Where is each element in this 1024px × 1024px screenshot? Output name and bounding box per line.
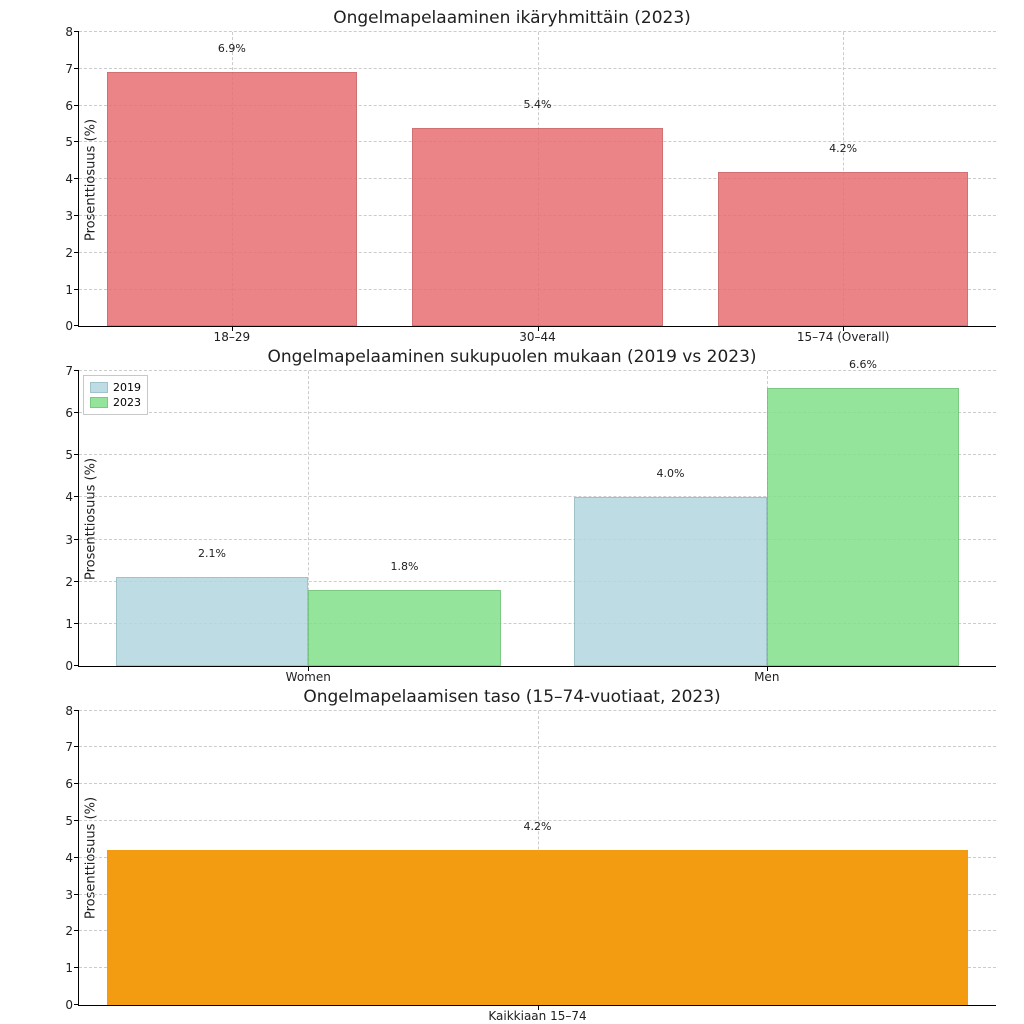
bar-value-label: 4.2% [524,820,552,835]
bar-value-label: 5.4% [524,98,552,113]
panel2-plot: Prosenttiosuus (%) 20192023 01234567Wome… [78,371,996,666]
y-tick-label: 4 [65,490,79,504]
bar-value-label: 6.9% [218,42,246,57]
bar [308,590,501,666]
bar [718,172,969,327]
bar [107,850,969,1005]
legend-item: 2019 [90,380,141,395]
panel3-axes: 012345678Kaikkiaan 15–744.2% [78,711,996,1006]
y-tick-label: 6 [65,99,79,113]
bar [412,128,663,327]
y-tick-label: 0 [65,319,79,333]
chart-container: Ongelmapelaaminen ikäryhmittäin (2023) P… [0,0,1024,1024]
y-tick-label: 6 [65,406,79,420]
y-tick-label: 8 [65,704,79,718]
bar [107,72,358,326]
bar [574,497,767,665]
panel2-axes: 20192023 01234567WomenMen2.1%1.8%4.0%6.6… [78,371,996,666]
legend-swatch [90,382,108,393]
y-tick-label: 3 [65,533,79,547]
panel1-plot: Prosenttiosuus (%) 01234567818–2930–4415… [78,32,996,327]
y-tick-label: 1 [65,283,79,297]
y-tick-label: 0 [65,998,79,1012]
y-tick-label: 4 [65,172,79,186]
bar-value-label: 4.2% [829,142,857,157]
panel1-title: Ongelmapelaaminen ikäryhmittäin (2023) [20,8,1004,28]
y-tick-label: 3 [65,209,79,223]
legend-label: 2019 [113,380,141,395]
panel-overall: Ongelmapelaamisen taso (15–74-vuotiaat, … [20,687,1004,1008]
panel-age-groups: Ongelmapelaaminen ikäryhmittäin (2023) P… [20,8,1004,329]
y-tick-label: 3 [65,888,79,902]
bar-value-label: 4.0% [656,467,684,482]
y-tick-label: 7 [65,364,79,378]
y-tick-label: 2 [65,924,79,938]
bar-value-label: 2.1% [198,547,226,562]
y-tick-label: 5 [65,814,79,828]
y-tick-label: 7 [65,62,79,76]
bar-value-label: 1.8% [391,560,419,575]
y-tick-label: 1 [65,617,79,631]
y-tick-label: 2 [65,575,79,589]
y-tick-label: 5 [65,448,79,462]
y-tick-label: 1 [65,961,79,975]
y-tick-label: 8 [65,25,79,39]
panel-gender: Ongelmapelaaminen sukupuolen mukaan (201… [20,347,1004,668]
panel3-title: Ongelmapelaamisen taso (15–74-vuotiaat, … [20,687,1004,707]
y-tick-label: 0 [65,659,79,673]
y-tick-label: 5 [65,135,79,149]
bar [767,388,960,666]
bar-value-label: 6.6% [849,358,877,373]
y-tick-label: 4 [65,851,79,865]
legend-swatch [90,397,108,408]
panel1-axes: 01234567818–2930–4415–74 (Overall)6.9%5.… [78,32,996,327]
legend-item: 2023 [90,395,141,410]
panel3-plot: Prosenttiosuus (%) 012345678Kaikkiaan 15… [78,711,996,1006]
y-tick-label: 7 [65,740,79,754]
bar [116,577,309,665]
panel2-legend: 20192023 [83,375,148,415]
legend-label: 2023 [113,395,141,410]
y-tick-label: 2 [65,246,79,260]
y-tick-label: 6 [65,777,79,791]
